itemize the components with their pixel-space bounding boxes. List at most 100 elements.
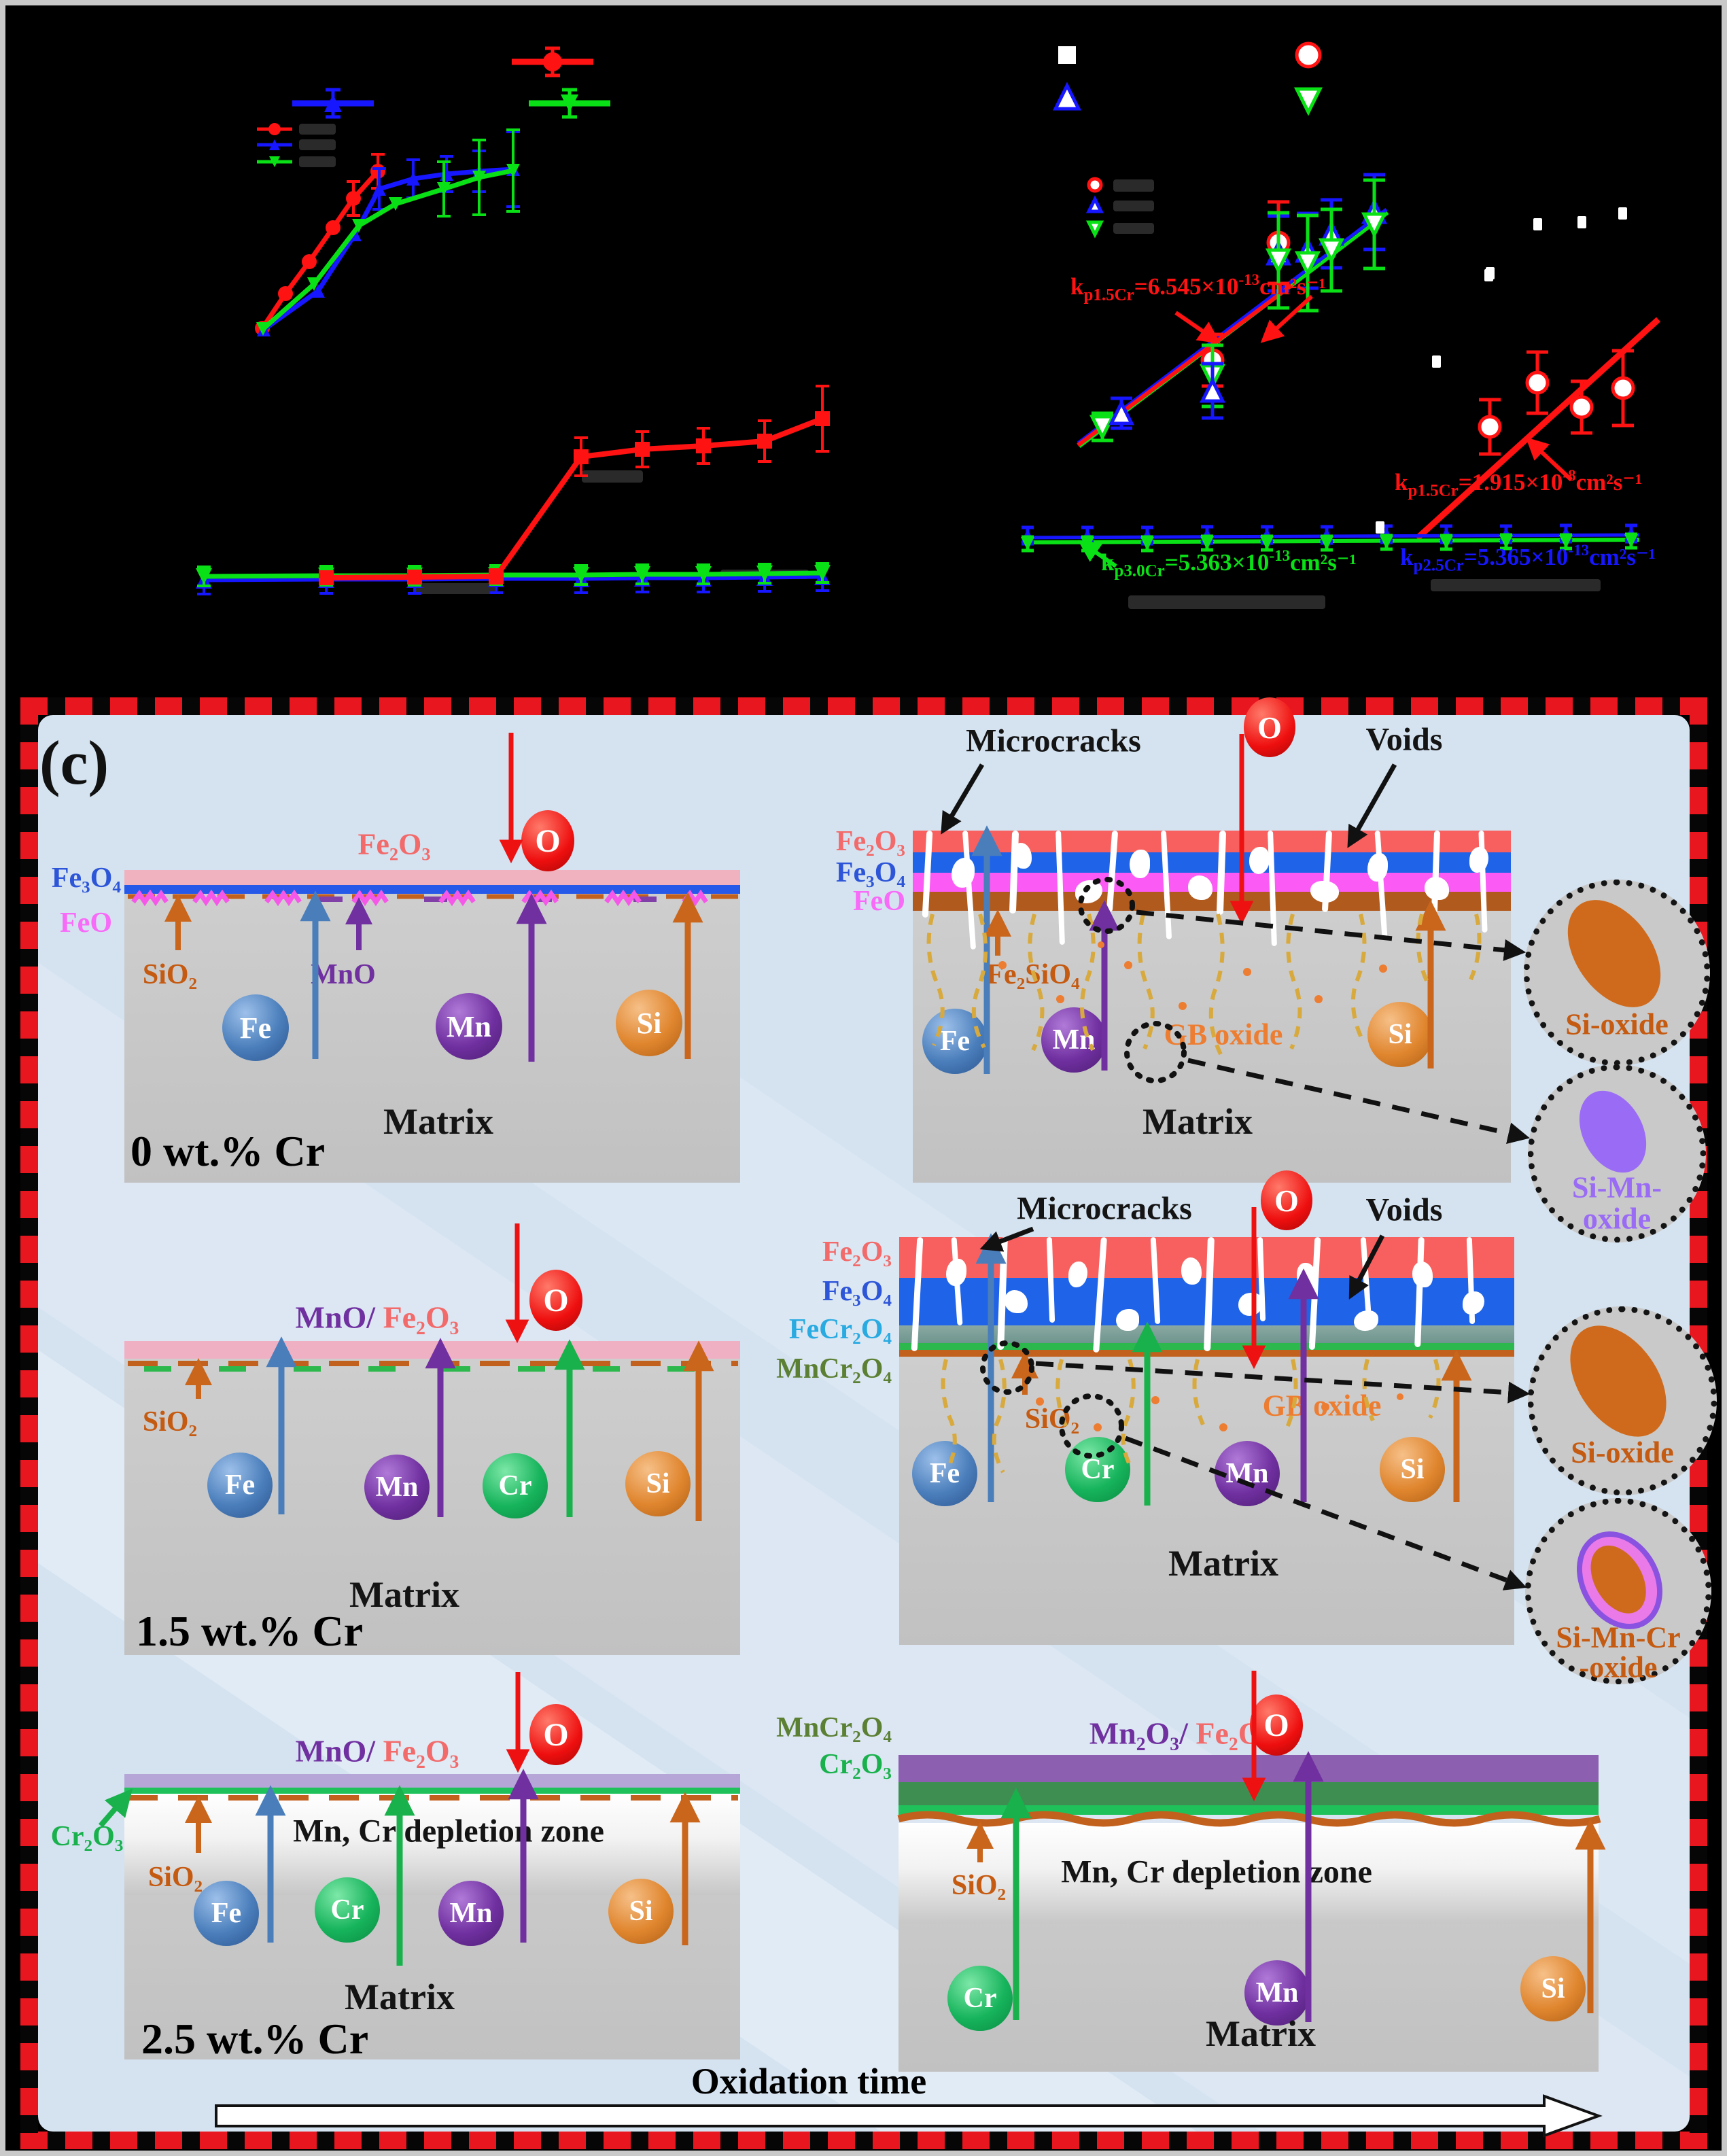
label-si-oxide-r1: Si-oxide xyxy=(1565,1007,1669,1041)
element-circle-mn: Mn xyxy=(438,1881,504,1946)
kp-annotation-red-late: kp1.5Cr=1.915×10-8cm²s⁻¹ xyxy=(1395,467,1643,500)
label-fe2sio4-r1r: Fe₂SiO₄ xyxy=(986,959,1080,990)
label-mno-fe2o3-r3l: MnO/ Fe₂O₃ xyxy=(295,1733,459,1769)
element-circle-fe: Fe xyxy=(912,1441,977,1506)
label-fe2o3-r1r: Fe₂O₃ xyxy=(835,826,905,857)
void xyxy=(1249,847,1270,874)
label-microcracks-r1r: Microcracks xyxy=(966,723,1141,759)
label-feo-r1l: FeO xyxy=(60,907,112,939)
label-fe2o3-r1l: Fe₂O₃ xyxy=(357,827,431,861)
fe3o4-layer-r1r xyxy=(913,852,1511,873)
inset-si-mn-cr-oxide-r2: Si-Mn-Cr -oxide xyxy=(1525,1498,1711,1684)
label-matrix-r1r: Matrix xyxy=(1142,1101,1253,1142)
void xyxy=(1116,1309,1139,1331)
label-cr2o3-r3r: Cr₂O₃ xyxy=(819,1749,892,1780)
label-matrix-r1l: Matrix xyxy=(383,1101,493,1142)
si-mn-oxide-particle xyxy=(1566,1079,1660,1185)
label-feo-r1r: FeO xyxy=(853,886,905,917)
void xyxy=(1238,1293,1263,1316)
label-composition-15cr: 1.5 wt.% Cr xyxy=(136,1607,364,1655)
void xyxy=(946,1259,966,1286)
element-circle-cr: Cr xyxy=(947,1966,1013,2031)
label-si-mn-oxide-r1-line1: Si-Mn- xyxy=(1572,1170,1662,1204)
void xyxy=(1005,1290,1028,1313)
element-circle-si: Si xyxy=(1367,1002,1433,1067)
oxide-layer-r2l xyxy=(124,1341,740,1359)
element-circle-cr: Cr xyxy=(483,1453,548,1518)
oxygen-circle-r3r: O xyxy=(1250,1694,1303,1756)
inset-si-mn-oxide-r1: Si-Mn- oxide xyxy=(1528,1064,1706,1242)
label-fe3o4-r1l: Fe₃O₄ xyxy=(51,863,121,894)
label-matrix-r3r: Matrix xyxy=(1206,2013,1316,2054)
oxidation-kinetics-charts xyxy=(196,41,1661,609)
fe2o3-layer-r1r xyxy=(913,831,1511,852)
label-depletion-r3r: Mn, Cr depletion zone xyxy=(1061,1854,1372,1890)
oxygen-circle-r1l: O xyxy=(521,810,574,871)
label-microcracks-r2r: Microcracks xyxy=(1017,1190,1192,1227)
void xyxy=(1354,1310,1378,1331)
label-sio2-r2r: SiO₂ xyxy=(1024,1404,1080,1435)
void xyxy=(1425,877,1449,900)
fe2o3-layer-r1l xyxy=(124,870,740,885)
label-gb-oxide-r2r: GB oxide xyxy=(1262,1389,1382,1423)
label-fe3o4-r2r: Fe₃O₄ xyxy=(822,1276,892,1307)
mncr2o4-layer-r3r xyxy=(899,1782,1599,1805)
label-cr2o3-r3l: Cr₂O₃ xyxy=(50,1821,124,1852)
label-sio2-r3r: SiO₂ xyxy=(951,1870,1007,1901)
panel-border-top xyxy=(20,697,1707,715)
oxygen-circle-r2r: O xyxy=(1261,1170,1312,1230)
element-circle-mn: Mn xyxy=(1041,1007,1106,1073)
element-circle-si: Si xyxy=(1380,1437,1445,1502)
panel-label: (c) xyxy=(39,728,109,797)
void xyxy=(1310,881,1339,903)
void xyxy=(1188,875,1213,900)
cr2o3-layer-r3l xyxy=(124,1788,740,1794)
label-fe3o4-r1r: Fe₃O₄ xyxy=(835,857,905,888)
si-oxide-particle xyxy=(1548,882,1680,1025)
void xyxy=(1412,1262,1433,1287)
void xyxy=(1297,1263,1316,1290)
element-circle-mn: Mn xyxy=(1244,1960,1310,2025)
element-circle-fe: Fe xyxy=(922,1009,988,1074)
element-circle-mn: Mn xyxy=(364,1455,430,1520)
label-sio2-r2l: SiO₂ xyxy=(142,1406,198,1438)
panel-border-left xyxy=(20,697,38,2149)
element-circle-si: Si xyxy=(1520,1956,1586,2021)
label-mncr2o4-r2r: MnCr₂O₄ xyxy=(776,1353,892,1385)
label-fe2o3-r2r: Fe₂O₃ xyxy=(822,1236,892,1268)
si-oxide-particle xyxy=(1550,1308,1686,1455)
panel-border-bottom xyxy=(20,2132,1707,2149)
label-oxidation-time: Oxidation time xyxy=(691,2061,927,2102)
element-circle-fe: Fe xyxy=(222,994,289,1061)
element-circle-mn: Mn xyxy=(436,993,502,1060)
label-gb-oxide-r1r: GB oxide xyxy=(1164,1018,1283,1051)
void xyxy=(1013,843,1032,869)
element-circle-si: Si xyxy=(608,1879,674,1944)
oxygen-circle-r2l: O xyxy=(529,1270,582,1331)
label-si-oxide-r2: Si-oxide xyxy=(1571,1436,1674,1470)
oxygen-circle-r1r: O xyxy=(1244,697,1295,757)
label-sio2-r1l: SiO₂ xyxy=(142,959,198,990)
label-mncr2o4-r3r: MnCr₂O₄ xyxy=(776,1712,892,1743)
label-voids-r2r: Voids xyxy=(1365,1192,1443,1228)
kp-annotation-blue: kp2.5Cr=5.365×10-13cm²s⁻¹ xyxy=(1400,542,1656,575)
element-circle-si: Si xyxy=(616,990,682,1056)
label-mno-fe2o3-r2l: MnO/ Fe₂O₃ xyxy=(295,1300,459,1335)
label-mn2o3-fe2o3-r3r: Mn₂O₃/ Fe₂O₃ xyxy=(1089,1716,1272,1751)
label-matrix-r2l: Matrix xyxy=(349,1574,459,1615)
oxygen-circle-r3l: O xyxy=(529,1704,582,1765)
void xyxy=(1367,853,1388,882)
sio2-line-r2r xyxy=(899,1350,1514,1357)
void xyxy=(952,858,975,888)
kp-annotation-red-early: kp1.5Cr=6.545×10-13cm²s⁻¹ xyxy=(1070,271,1326,305)
element-circle-si: Si xyxy=(625,1451,691,1516)
label-matrix-r3l: Matrix xyxy=(345,1977,455,2017)
mno-fe2o3-layer-r3l xyxy=(124,1774,740,1788)
element-circle-fe: Fe xyxy=(194,1881,259,1946)
label-composition-0cr: 0 wt.% Cr xyxy=(130,1127,326,1175)
label-fecr2o4-r2r: FeCr₂O₄ xyxy=(788,1314,892,1345)
fe2sio4-layer-r1r xyxy=(913,892,1511,911)
mn2o3-layer-r3r xyxy=(899,1755,1599,1782)
element-circle-cr: Cr xyxy=(315,1877,380,1943)
